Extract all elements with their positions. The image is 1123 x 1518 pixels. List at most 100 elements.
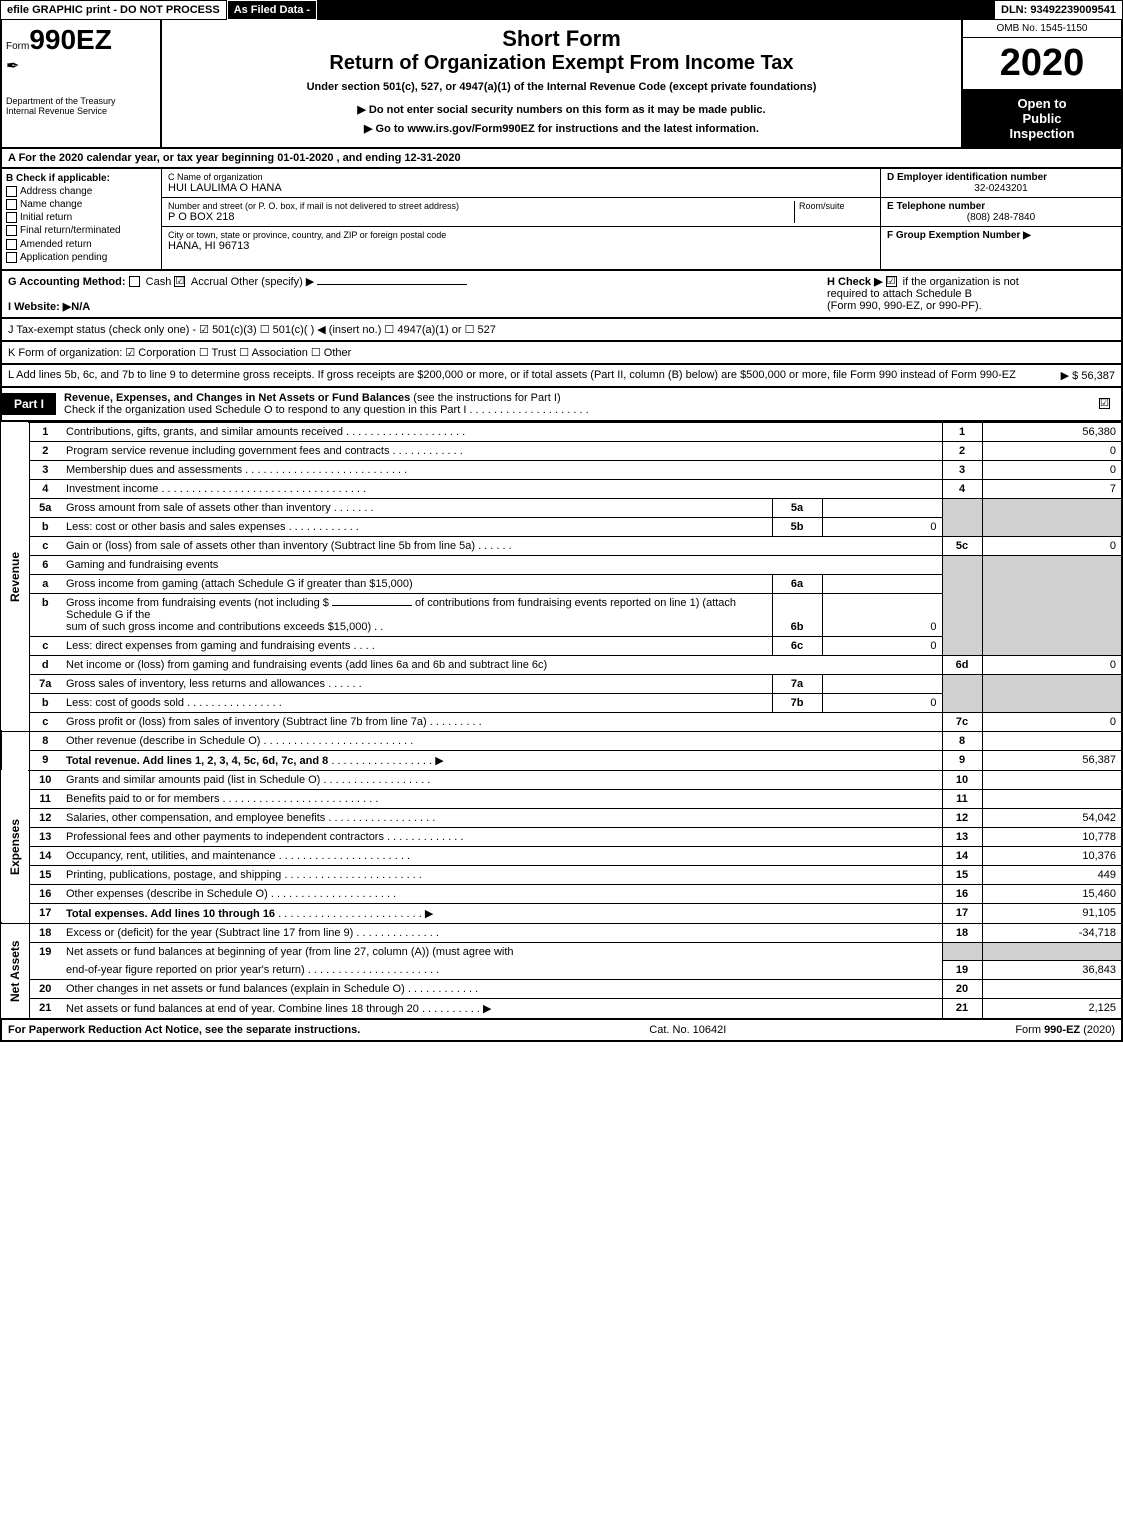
l7b-num: b bbox=[29, 693, 61, 712]
col-d-ein: D Employer identification number 32-0243… bbox=[881, 169, 1121, 269]
l8-desc: Other revenue (describe in Schedule O) .… bbox=[61, 731, 942, 750]
b-title: B Check if applicable: bbox=[6, 173, 110, 184]
side-expenses: Expenses bbox=[1, 770, 29, 923]
l6-desc: Gaming and fundraising events bbox=[61, 555, 942, 574]
l10-num: 10 bbox=[29, 770, 61, 789]
part1-header: Part I Revenue, Expenses, and Changes in… bbox=[0, 388, 1123, 422]
room-label: Room/suite bbox=[799, 201, 874, 211]
l7a-num: 7a bbox=[29, 674, 61, 693]
l18-col: 18 bbox=[942, 923, 982, 942]
l11-num: 11 bbox=[29, 789, 61, 808]
l7ab-col-shaded bbox=[942, 674, 982, 712]
l15-amt: 449 bbox=[982, 865, 1122, 884]
addr-row: Number and street (or P. O. box, if mail… bbox=[162, 198, 880, 227]
addr-label: Number and street (or P. O. box, if mail… bbox=[168, 201, 794, 211]
l8-num: 8 bbox=[29, 731, 61, 750]
row-j: J Tax-exempt status (check only one) - ☑… bbox=[0, 319, 1123, 342]
l7b-desc: Less: cost of goods sold . . . . . . . .… bbox=[61, 693, 772, 712]
l17-num: 17 bbox=[29, 903, 61, 923]
l2-desc: Program service revenue including govern… bbox=[61, 441, 942, 460]
chk-name[interactable]: Name change bbox=[6, 199, 157, 210]
row-g: G Accounting Method: Cash ☑ Accrual Othe… bbox=[2, 271, 821, 317]
l21-amt: 2,125 bbox=[982, 999, 1122, 1020]
l6c-desc: Less: direct expenses from gaming and fu… bbox=[61, 636, 772, 655]
chk-h[interactable]: ☑ bbox=[886, 276, 897, 287]
l6-num: 6 bbox=[29, 555, 61, 574]
section-bc: B Check if applicable: Address change Na… bbox=[0, 169, 1123, 271]
short-form-title: Short Form bbox=[168, 26, 955, 52]
l9-amt: 56,387 bbox=[982, 750, 1122, 770]
l7b-subval: 0 bbox=[822, 693, 942, 712]
l9-desc: Total revenue. Add lines 1, 2, 3, 4, 5c,… bbox=[61, 750, 942, 770]
row-a-tax-year: A For the 2020 calendar year, or tax yea… bbox=[0, 149, 1123, 169]
l5c-amt: 0 bbox=[982, 536, 1122, 555]
l13-amt: 10,778 bbox=[982, 827, 1122, 846]
l5c-num: c bbox=[29, 536, 61, 555]
l10-amt bbox=[982, 770, 1122, 789]
h-text2: required to attach Schedule B bbox=[827, 288, 972, 300]
l17-desc: Total expenses. Add lines 10 through 16 … bbox=[61, 903, 942, 923]
name-label: C Name of organization bbox=[168, 172, 874, 182]
l19-desc1: Net assets or fund balances at beginning… bbox=[61, 942, 942, 961]
l11-col: 11 bbox=[942, 789, 982, 808]
l18-num: 18 bbox=[29, 923, 61, 942]
l6a-num: a bbox=[29, 574, 61, 593]
row-i: I Website: ▶N/A bbox=[8, 301, 90, 313]
row-l-amount: ▶ $ 56,387 bbox=[1061, 369, 1115, 382]
l5b-subval: 0 bbox=[822, 517, 942, 536]
l6abc-col-shaded bbox=[942, 555, 982, 655]
l13-col: 13 bbox=[942, 827, 982, 846]
row-k: K Form of organization: ☑ Corporation ☐ … bbox=[0, 342, 1123, 365]
l9-num: 9 bbox=[29, 750, 61, 770]
l18-amt: -34,718 bbox=[982, 923, 1122, 942]
l11-desc: Benefits paid to or for members . . . . … bbox=[61, 789, 942, 808]
part1-title: Revenue, Expenses, and Changes in Net As… bbox=[56, 388, 1091, 420]
l10-col: 10 bbox=[942, 770, 982, 789]
l7a-subval bbox=[822, 674, 942, 693]
part1-check[interactable]: ☑ bbox=[1091, 394, 1121, 414]
form-header-right: OMB No. 1545-1150 2020 Open to Public In… bbox=[961, 20, 1121, 147]
tax-year: 2020 bbox=[963, 38, 1121, 90]
l3-amt: 0 bbox=[982, 460, 1122, 479]
l20-num: 20 bbox=[29, 980, 61, 999]
tel-value: (808) 248-7840 bbox=[887, 212, 1115, 223]
l7c-col: 7c bbox=[942, 712, 982, 731]
org-name: HUI LAULIMA O HANA bbox=[168, 182, 874, 194]
l8-col: 8 bbox=[942, 731, 982, 750]
l19-col-shaded bbox=[942, 942, 982, 961]
l17-col: 17 bbox=[942, 903, 982, 923]
chk-cash[interactable] bbox=[129, 276, 140, 287]
l12-num: 12 bbox=[29, 808, 61, 827]
chk-final[interactable]: Final return/terminated bbox=[6, 225, 157, 236]
open-line2: Public bbox=[969, 111, 1115, 126]
l5c-col: 5c bbox=[942, 536, 982, 555]
chk-pending[interactable]: Application pending bbox=[6, 252, 157, 263]
ein-value: 32-0243201 bbox=[887, 183, 1115, 194]
l13-num: 13 bbox=[29, 827, 61, 846]
header-bar: efile GRAPHIC print - DO NOT PROCESS As … bbox=[0, 0, 1123, 20]
l16-desc: Other expenses (describe in Schedule O) … bbox=[61, 884, 942, 903]
l1-col: 1 bbox=[942, 422, 982, 441]
l5ab-col-shaded bbox=[942, 498, 982, 536]
l19-col: 19 bbox=[942, 961, 982, 980]
chk-accrual[interactable]: ☑ bbox=[174, 276, 185, 287]
chk-amended[interactable]: Amended return bbox=[6, 239, 157, 250]
part1-title-rest: (see the instructions for Part I) bbox=[413, 392, 560, 404]
chk-initial[interactable]: Initial return bbox=[6, 212, 157, 223]
l6b-subval: 0 bbox=[822, 593, 942, 636]
group-row: F Group Exemption Number ▶ bbox=[881, 227, 1121, 244]
l21-num: 21 bbox=[29, 999, 61, 1020]
ein-row: D Employer identification number 32-0243… bbox=[881, 169, 1121, 198]
l20-amt bbox=[982, 980, 1122, 999]
chk-address[interactable]: Address change bbox=[6, 186, 157, 197]
l4-col: 4 bbox=[942, 479, 982, 498]
l14-num: 14 bbox=[29, 846, 61, 865]
l5c-desc: Gain or (loss) from sale of assets other… bbox=[61, 536, 942, 555]
l6c-sub: 6c bbox=[772, 636, 822, 655]
l20-col: 20 bbox=[942, 980, 982, 999]
l5b-sub: 5b bbox=[772, 517, 822, 536]
l15-num: 15 bbox=[29, 865, 61, 884]
l7b-sub: 7b bbox=[772, 693, 822, 712]
side-revenue: Revenue bbox=[1, 422, 29, 731]
l20-desc: Other changes in net assets or fund bala… bbox=[61, 980, 942, 999]
